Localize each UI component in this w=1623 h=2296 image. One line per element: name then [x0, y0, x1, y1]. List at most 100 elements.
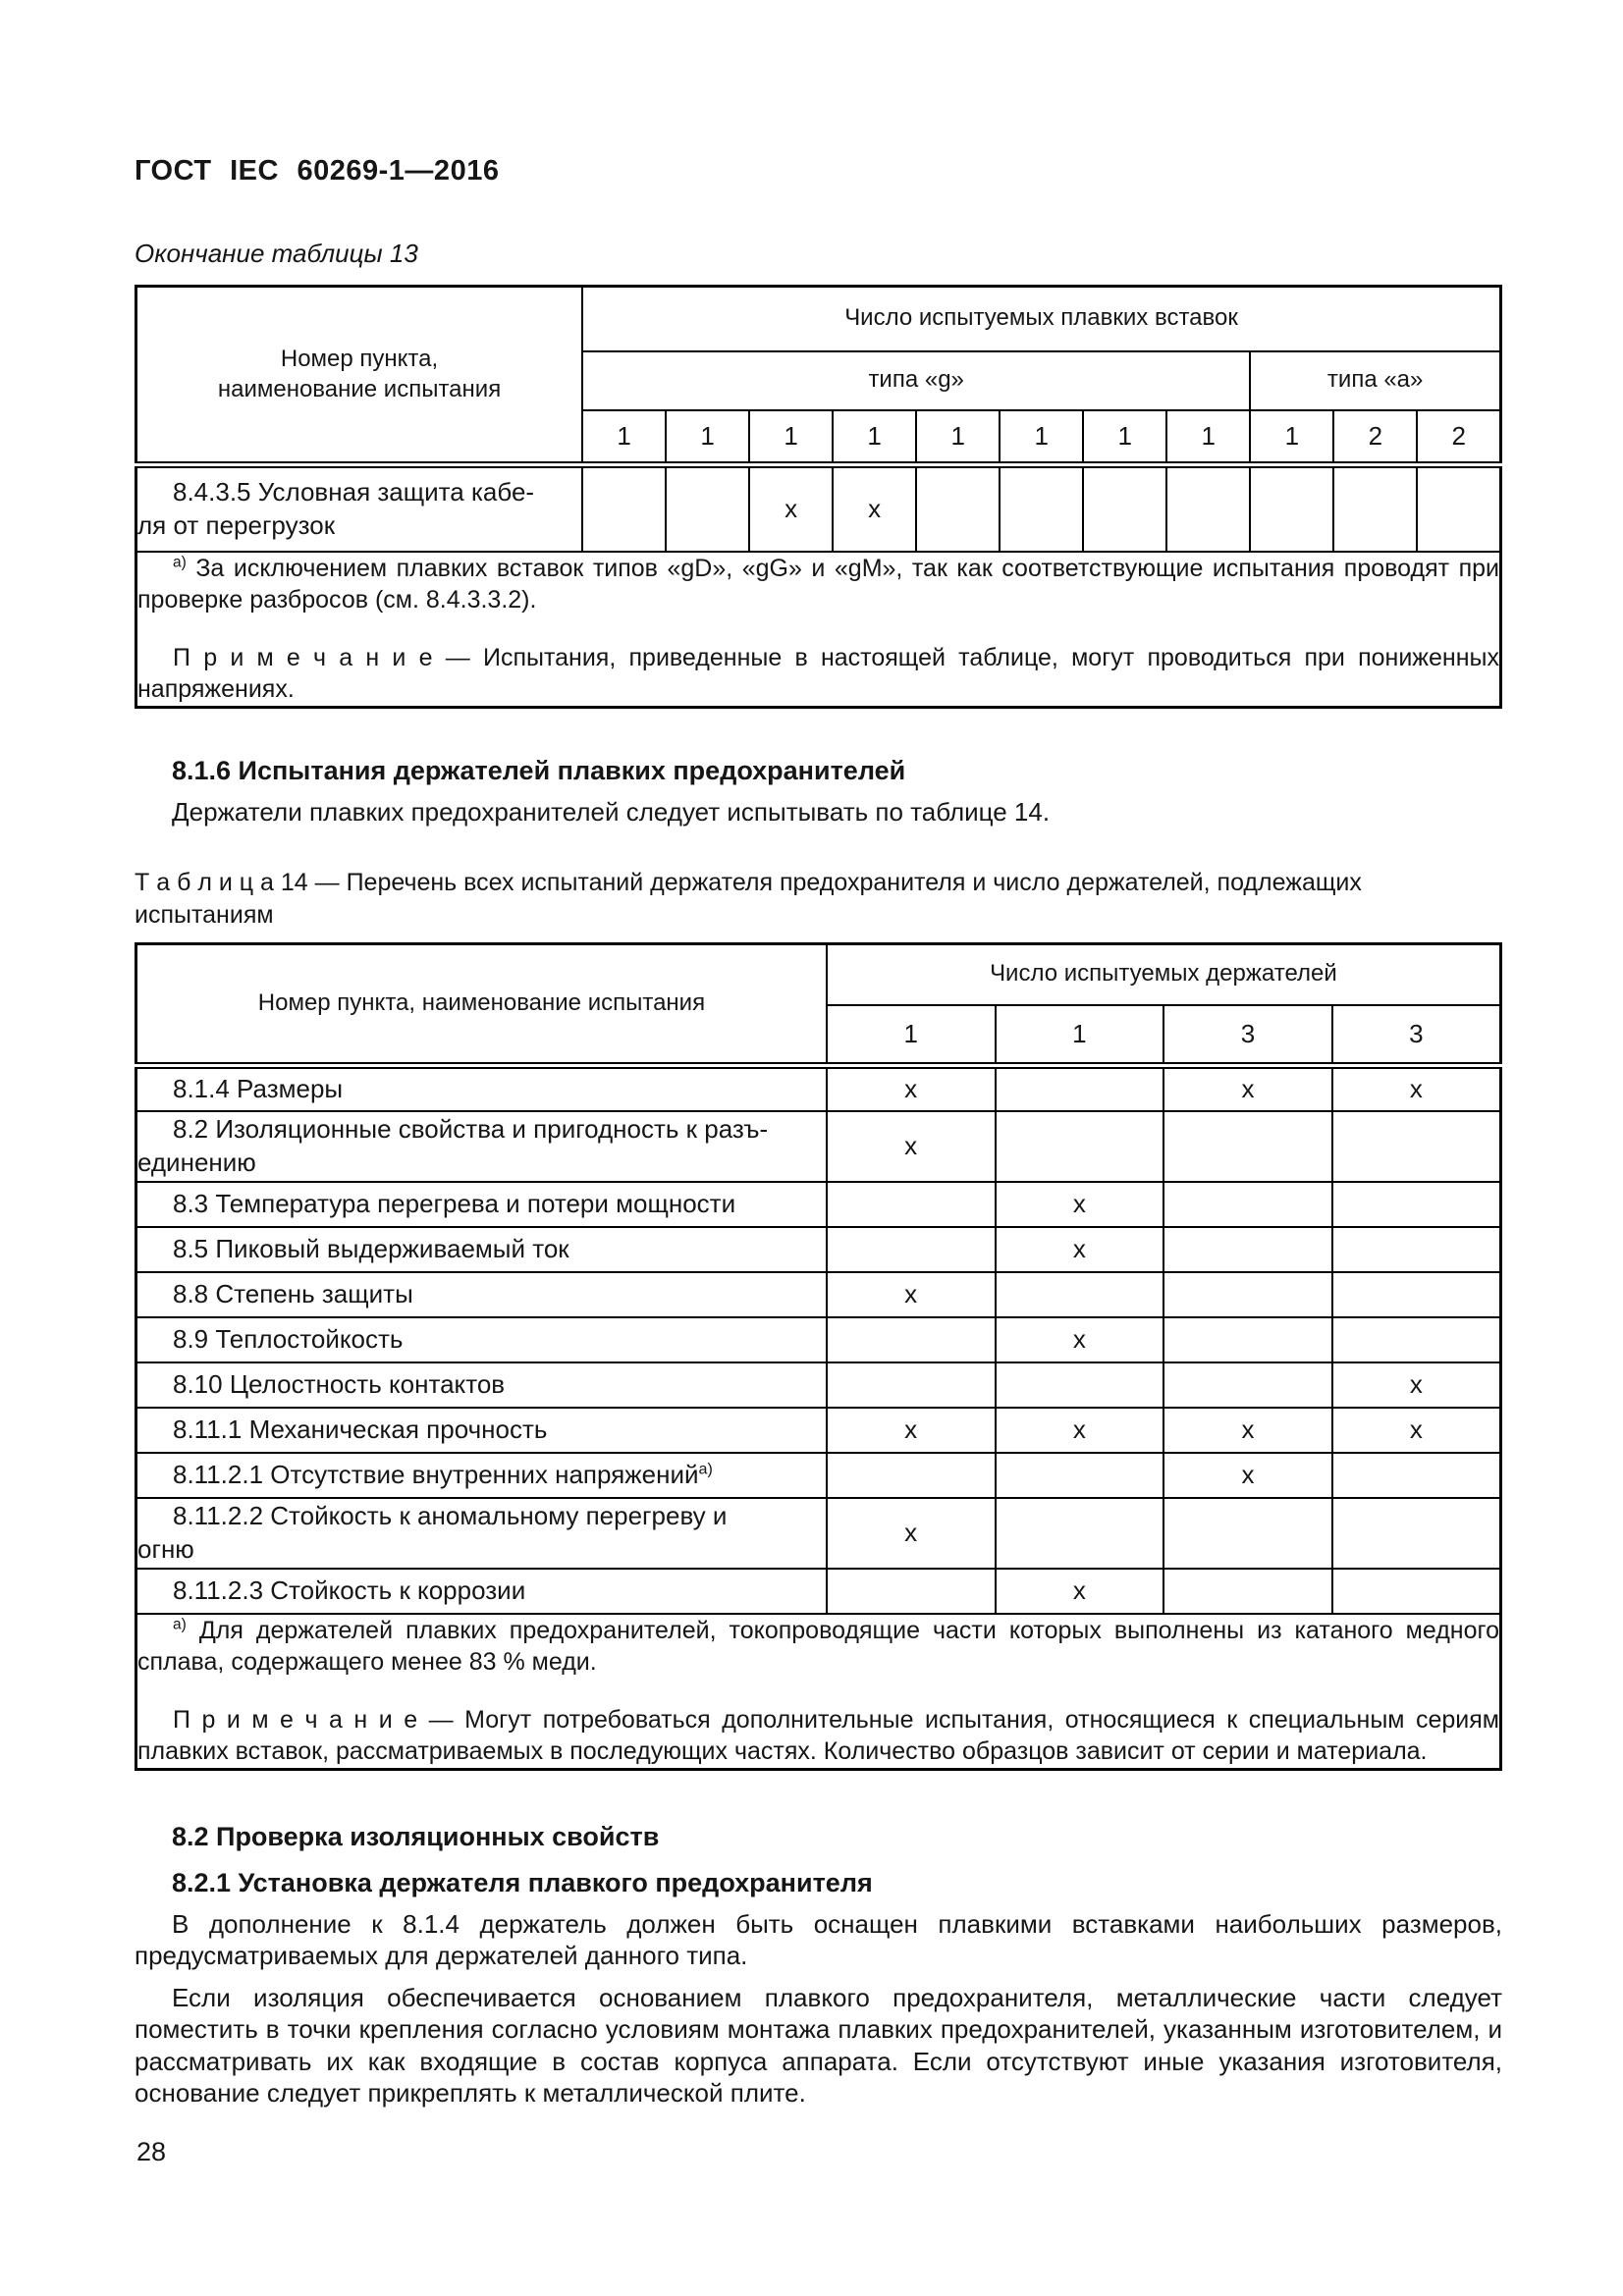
mark-cell [1163, 1496, 1333, 1570]
note-label: П р и м е ч а н и е [173, 643, 433, 671]
mark-cell [1330, 1180, 1502, 1228]
table-13: Номер пункта, наименование испытания Чис… [135, 285, 1502, 709]
table-row: а) Для держателей плавких предохранителе… [135, 1612, 1502, 1770]
test-name-cell: 8.11.2.3 Стойкость к коррозии [135, 1567, 828, 1615]
group-header-type-a: типа «а» [1249, 349, 1502, 411]
mark-cell [1330, 1225, 1502, 1273]
mark-cell [1163, 1225, 1333, 1273]
count-cell: 1 [665, 408, 751, 468]
table-row: Номер пункта, наименование испытания Чис… [135, 942, 1502, 1069]
mark-cell [994, 1496, 1165, 1570]
paragraph-8-2-1-b: Если изоляция обеспечивается основанием … [135, 1982, 1502, 2109]
table-row: 8.9 Теплостойкость х [135, 1315, 1502, 1363]
mark-cell [1330, 1496, 1502, 1570]
test-name-cell: 8.11.2.2 Стойкость к аномальному перегре… [135, 1496, 828, 1570]
mark-cell [825, 1315, 997, 1363]
mark-cell [581, 463, 668, 553]
test-name-cell: 8.5 Пиковый выдерживаемый ток [135, 1225, 828, 1273]
mark-cell: х [994, 1180, 1165, 1228]
mark-cell [1249, 463, 1335, 553]
mark-cell: х [1163, 1406, 1333, 1454]
column-header-fuse-link-count: Число испытуемых плавких вставок [581, 285, 1502, 352]
count-cell: 1 [999, 408, 1085, 468]
mark-cell [1163, 1109, 1333, 1183]
group-header-type-g: типа «g» [581, 349, 1252, 411]
mark-cell [915, 463, 1001, 553]
count-cell: 3 [1163, 1003, 1333, 1069]
column-header-test-name: Номер пункта, наименование испытания [135, 942, 828, 1069]
mark-cell: х [825, 1064, 997, 1112]
count-cell: 1 [1249, 408, 1335, 468]
count-cell: 1 [915, 408, 1001, 468]
table-row: 8.4.3.5 Условная защита кабе- ля от пере… [135, 463, 1502, 553]
mark-cell [1332, 463, 1419, 553]
mark-cell [825, 1225, 997, 1273]
mark-cell: х [994, 1567, 1165, 1615]
mark-cell [825, 1451, 997, 1499]
table-row: 8.1.4 Размеры х х х [135, 1064, 1502, 1112]
test-name-cell: 8.11.2.1 Отсутствие внутренних напряжени… [135, 1451, 828, 1499]
mark-cell: х [1163, 1451, 1333, 1499]
table-row: 8.8 Степень защиты х [135, 1270, 1502, 1318]
mark-cell [999, 463, 1085, 553]
mark-cell: х [748, 463, 835, 553]
mark-cell: х [825, 1270, 997, 1318]
footnote-marker: а) [173, 554, 187, 571]
mark-cell: х [994, 1225, 1165, 1273]
mark-cell [1163, 1567, 1333, 1615]
count-cell: 2 [1416, 408, 1502, 468]
count-cell: 1 [825, 1003, 997, 1069]
mark-cell [1165, 463, 1252, 553]
mark-cell [825, 1180, 997, 1228]
table-row: 8.2 Изоляционные свойства и пригодность … [135, 1109, 1502, 1183]
table-row: 1 1 3 3 [136, 1003, 1502, 1069]
table-14: Номер пункта, наименование испытания Чис… [135, 942, 1502, 1771]
heading-8-2: 8.2 Проверка изоляционных свойств [172, 1821, 660, 1851]
test-name-cell: 8.1.4 Размеры [135, 1064, 828, 1112]
mark-cell [1163, 1315, 1333, 1363]
mark-cell [1330, 1109, 1502, 1183]
mark-cell [994, 1109, 1165, 1183]
mark-cell [1416, 463, 1502, 553]
table-row: 8.5 Пиковый выдерживаемый ток х [135, 1225, 1502, 1273]
table-row: 8.11.2.1 Отсутствие внутренних напряжени… [135, 1451, 1502, 1499]
paragraph-8-1-6: Держатели плавких предохранителей следуе… [172, 796, 1051, 827]
mark-cell [1330, 1451, 1502, 1499]
mark-cell [1330, 1315, 1502, 1363]
count-cell: 3 [1330, 1003, 1502, 1069]
mark-cell [665, 463, 751, 553]
mark-cell [1330, 1270, 1502, 1318]
table14-caption: Т а б л и ц а 14 — Перечень всех испытан… [135, 869, 1362, 929]
mark-cell: х [1330, 1064, 1502, 1112]
mark-cell [1163, 1180, 1333, 1228]
mark-cell: х [825, 1406, 997, 1454]
note-label: П р и м е ч а н и е [173, 1705, 418, 1734]
column-header-test-name: Номер пункта, наименование испытания [135, 285, 584, 468]
count-cell: 2 [1332, 408, 1419, 468]
test-name-cell: 8.2 Изоляционные свойства и пригодность … [135, 1109, 828, 1183]
count-cell: 1 [994, 1003, 1165, 1069]
test-name-cell: 8.4.3.5 Условная защита кабе- ля от пере… [135, 463, 584, 553]
test-name-cell: 8.9 Теплостойкость [135, 1315, 828, 1363]
mark-cell: х [994, 1315, 1165, 1363]
mark-cell: х [825, 1496, 997, 1570]
table-row: 1 1 1 1 1 1 1 1 1 2 2 [136, 408, 1502, 468]
table14-note: П р и м е ч а н и е — Могут потребоватьс… [137, 1704, 1499, 1768]
mark-cell [994, 1270, 1165, 1318]
page-number: 28 [136, 2136, 167, 2166]
count-cell: 1 [1082, 408, 1168, 468]
note-text: — Испытания, приведенные в настоящей таб… [137, 643, 1500, 704]
mark-cell [1163, 1270, 1333, 1318]
mark-cell [1163, 1361, 1333, 1409]
mark-cell: х [825, 1109, 997, 1183]
mark-cell [1330, 1567, 1502, 1615]
table14-footnotes-cell: а) Для держателей плавких предохранителе… [135, 1612, 1502, 1770]
test-name-cell: 8.10 Целостность контактов [135, 1361, 828, 1409]
table13-footnotes-cell: а) За исключением плавких вставок типов … [135, 550, 1502, 708]
mark-cell [825, 1567, 997, 1615]
page-content: ГОСТ IEC 60269-1—2016 Окончание таблицы … [135, 155, 1502, 2166]
mark-cell [994, 1064, 1165, 1112]
mark-cell [825, 1361, 997, 1409]
mark-cell: х [1330, 1406, 1502, 1454]
